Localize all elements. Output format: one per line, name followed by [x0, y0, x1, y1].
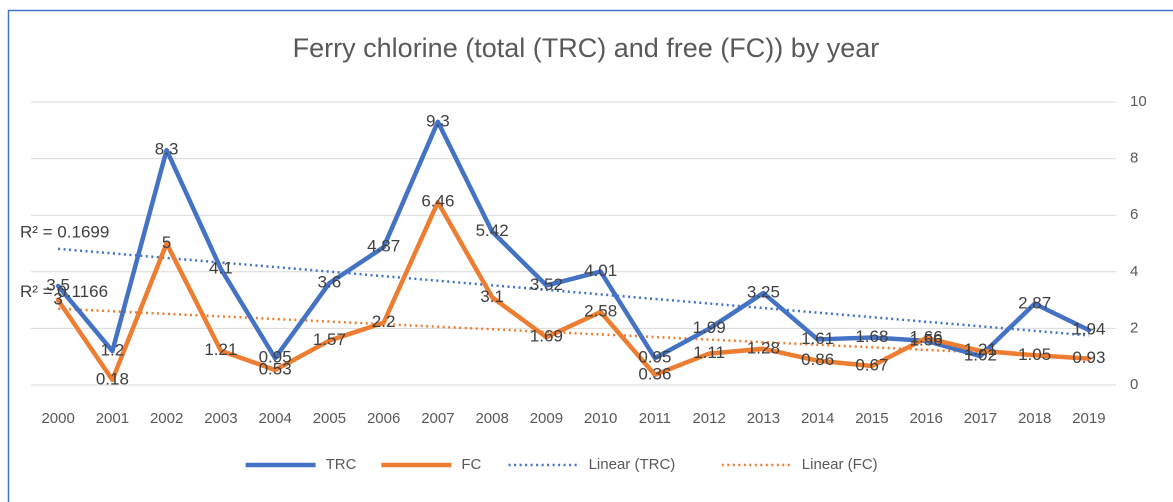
x-tick-label: 2013 [747, 410, 780, 427]
legend-label: Linear (FC) [802, 456, 878, 473]
legend-label: FC [461, 456, 481, 473]
data-label: 1.2 [101, 341, 125, 360]
legend-label: TRC [326, 456, 357, 473]
trendline [58, 247, 1089, 337]
data-label: 1.21 [964, 340, 997, 359]
x-tick-label: 2006 [367, 410, 400, 427]
series-line [55, 199, 1092, 383]
y-tick-label: 8 [1130, 150, 1138, 167]
chart-border [7, 9, 1173, 502]
data-label: 1.69 [530, 327, 563, 346]
data-label: 3 [53, 290, 62, 309]
data-label: 0.67 [855, 356, 888, 375]
r-squared: R² = 0.1699 [20, 222, 109, 241]
data-label: 1.21 [204, 340, 237, 359]
data-label: 1.99 [693, 318, 726, 337]
data-label: 3.25 [747, 283, 780, 302]
x-tick-label: 2011 [639, 410, 671, 427]
data-label: 8.3 [155, 140, 179, 159]
data-label: 2.87 [1018, 293, 1051, 312]
data-label: 6.46 [421, 192, 454, 211]
y-tick-label: 4 [1130, 263, 1138, 280]
trendline [58, 307, 1089, 359]
x-tick-label: 2007 [421, 410, 454, 427]
data-label: 1.56 [910, 330, 943, 349]
data-label: 1.28 [747, 338, 780, 357]
data-label: 5 [162, 233, 171, 252]
x-tick-label: 2003 [204, 410, 237, 427]
x-tick-label: 2004 [258, 410, 291, 427]
data-label: 4.01 [584, 261, 617, 280]
data-label: 1.66 [910, 328, 943, 347]
r-squared: R² = 0.1166 [20, 282, 108, 301]
data-label: 2.2 [372, 312, 396, 331]
data-label: 0.95 [638, 348, 671, 367]
y-tick-label: 0 [1130, 376, 1138, 393]
data-label: 3.1 [480, 287, 504, 306]
data-label: 5.42 [476, 221, 509, 240]
x-tick-label: 2015 [855, 410, 888, 427]
data-label: 0.18 [96, 369, 129, 388]
y-tick-label: 6 [1130, 206, 1138, 223]
data-label: 1.61 [801, 329, 834, 348]
data-label: 0.36 [638, 364, 671, 383]
data-label: 0.93 [1072, 348, 1105, 367]
data-label: 4.1 [209, 258, 233, 277]
data-label: 3.6 [318, 273, 342, 292]
x-tick-label: 2005 [313, 410, 346, 427]
data-label: 3.52 [530, 275, 563, 294]
data-label: 9.3 [426, 111, 450, 130]
data-label: 1.02 [964, 346, 997, 365]
data-label: 0.86 [801, 350, 834, 369]
data-label: 1.68 [855, 327, 888, 346]
data-label: 3.5 [46, 275, 70, 294]
x-tick-label: 2017 [964, 410, 997, 427]
legend-label: Linear (TRC) [589, 456, 676, 473]
x-tick-label: 2018 [1018, 410, 1051, 427]
chart-title: Ferry chlorine (total (TRC) and free (FC… [293, 33, 880, 63]
data-label: 1.05 [1018, 345, 1051, 364]
data-label: 2.58 [584, 301, 617, 320]
x-tick-label: 2014 [801, 410, 834, 427]
x-tick-label: 2008 [475, 410, 508, 427]
x-tick-label: 2016 [909, 410, 942, 427]
data-label: 1.57 [313, 330, 346, 349]
x-tick-label: 2000 [41, 410, 74, 427]
x-tick-label: 2012 [692, 410, 725, 427]
y-tick-label: 2 [1130, 319, 1138, 336]
x-tick-label: 2002 [150, 410, 183, 427]
data-label: 4.87 [367, 237, 400, 256]
data-label: 1.94 [1072, 320, 1105, 339]
x-tick-label: 2010 [584, 410, 617, 427]
x-tick-label: 2001 [96, 410, 129, 427]
data-label: 0.95 [259, 348, 292, 367]
x-tick-label: 2019 [1072, 410, 1105, 427]
y-tick-label: 10 [1130, 93, 1147, 110]
data-label: 1.11 [693, 343, 725, 362]
x-tick-label: 2009 [530, 410, 563, 427]
data-label: 0.53 [259, 359, 292, 378]
